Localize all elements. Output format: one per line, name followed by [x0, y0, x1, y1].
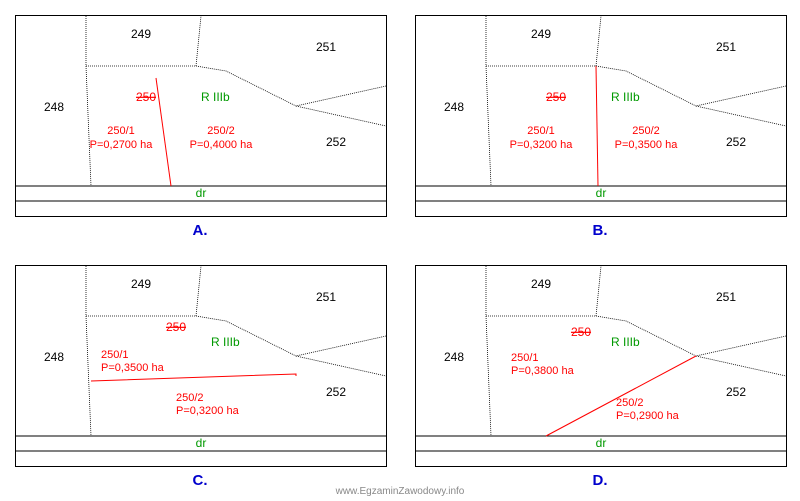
road-label: dr — [196, 436, 207, 450]
sub1-area: P=0,2700 ha — [90, 139, 154, 151]
panel-label-a: A. — [15, 222, 385, 239]
parcel-252: 252 — [326, 135, 346, 149]
landuse: R IIIb — [211, 335, 240, 349]
parcel-248: 248 — [444, 100, 464, 114]
panel-label-b: B. — [415, 222, 785, 239]
parcel-249: 249 — [531, 27, 551, 41]
parcel-249: 249 — [131, 27, 151, 41]
parcel-248: 248 — [44, 350, 64, 364]
sub1-id: 250/1 — [101, 349, 129, 361]
sub1-area: P=0,3800 ha — [511, 365, 575, 377]
parcel-251: 251 — [716, 290, 736, 304]
sub1-area: P=0,3200 ha — [510, 139, 574, 151]
sub1-id: 250/1 — [511, 352, 539, 364]
road-label: dr — [596, 436, 607, 450]
landuse: R IIIb — [611, 90, 640, 104]
parcel-248: 248 — [444, 350, 464, 364]
watermark: www.EgzaminZawodowy.info — [0, 486, 800, 497]
parcel-249: 249 — [531, 277, 551, 291]
sub2-area: P=0,2900 ha — [616, 410, 680, 422]
parcel-249: 249 — [131, 277, 151, 291]
sub2-id: 250/2 — [616, 397, 644, 409]
sub2-id: 250/2 — [632, 125, 660, 137]
division-line — [156, 78, 171, 186]
sub2-area: P=0,4000 ha — [190, 139, 254, 151]
parcel-boundaries — [86, 16, 386, 186]
parcel-251: 251 — [716, 40, 736, 54]
road-label: dr — [196, 186, 207, 200]
old-parcel-id: 250 — [546, 90, 566, 104]
old-parcel-id: 250 — [166, 320, 186, 334]
old-parcel-id: 250 — [136, 90, 156, 104]
sub1-area: P=0,3500 ha — [101, 362, 165, 374]
sub2-id: 250/2 — [176, 392, 204, 404]
panel-c: 248 249 251 252 R IIIb dr 250 250/1 P=0,… — [15, 265, 387, 467]
division-line — [596, 66, 598, 186]
landuse: R IIIb — [201, 90, 230, 104]
panel-a: 248 249 251 252 R IIIb dr 250 250/1 P=0,… — [15, 15, 387, 217]
sub2-area: P=0,3200 ha — [176, 405, 240, 417]
parcel-252: 252 — [326, 385, 346, 399]
division-line — [91, 374, 296, 381]
old-parcel-id: 250 — [571, 325, 591, 339]
panel-b: 248 249 251 252 R IIIb dr 250 250/1 P=0,… — [415, 15, 787, 217]
panel-d: 248 249 251 252 R IIIb dr 250 250/1 P=0,… — [415, 265, 787, 467]
landuse: R IIIb — [611, 335, 640, 349]
parcel-252: 252 — [726, 135, 746, 149]
parcel-248: 248 — [44, 100, 64, 114]
figure-container: 248 249 251 252 R IIIb dr 250 250/1 P=0,… — [0, 0, 800, 501]
parcel-252: 252 — [726, 385, 746, 399]
parcel-251: 251 — [316, 40, 336, 54]
parcel-251: 251 — [316, 290, 336, 304]
sub1-id: 250/1 — [107, 125, 135, 137]
sub2-area: P=0,3500 ha — [615, 139, 679, 151]
sub1-id: 250/1 — [527, 125, 555, 137]
sub2-id: 250/2 — [207, 125, 235, 137]
road-label: dr — [596, 186, 607, 200]
